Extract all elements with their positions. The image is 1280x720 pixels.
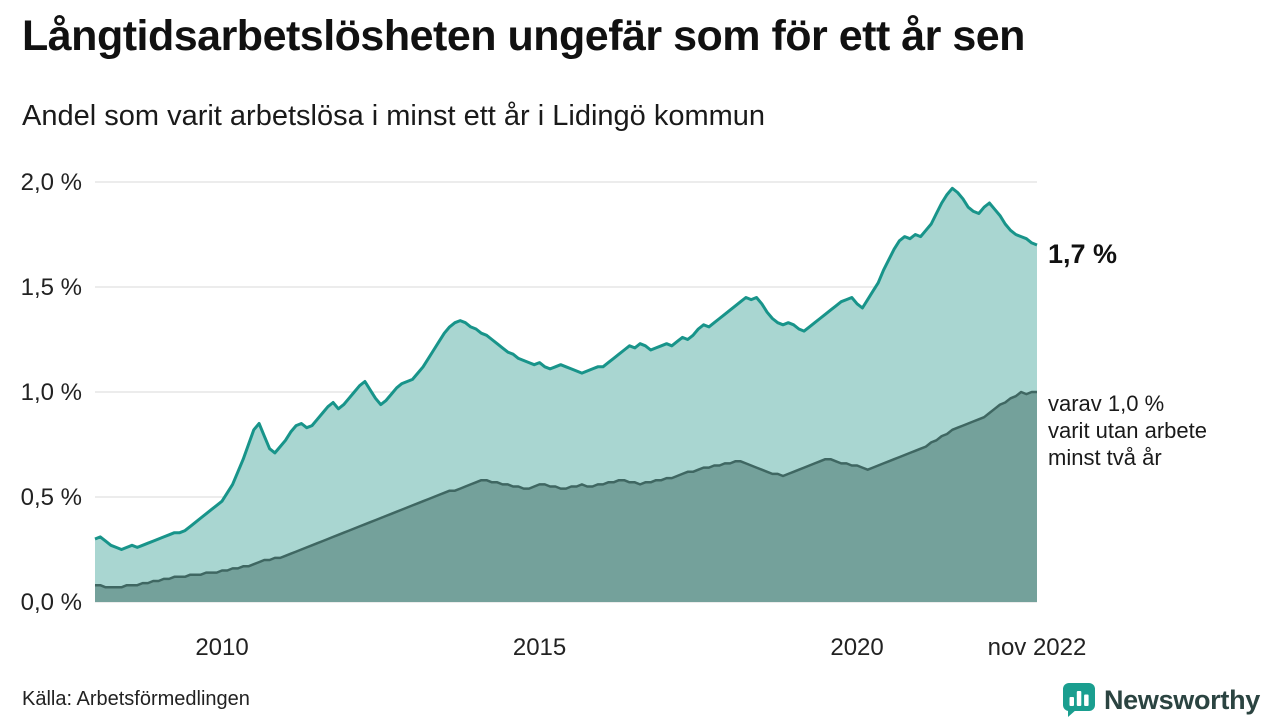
y-axis-tick-label: 1,0 %	[21, 379, 82, 406]
source-attribution: Källa: Arbetsförmedlingen	[22, 688, 250, 710]
area-at-least-two-years	[95, 392, 1037, 602]
end-value-label-two-years: varav 1,0 % varit utan arbete minst två …	[1048, 391, 1207, 470]
y-axis-tick-label: 2,0 %	[21, 169, 82, 196]
x-axis-tick-label: 2015	[513, 634, 566, 661]
page-title: Långtidsarbetslösheten ungefär som för e…	[22, 12, 1025, 60]
x-axis-tick-label: 2020	[830, 634, 883, 661]
end-value-label-total: 1,7 %	[1048, 239, 1118, 269]
y-axis-tick-label: 0,0 %	[21, 589, 82, 616]
line-at-least-two-years	[95, 390, 1037, 589]
line-at-least-one-year	[94, 186, 1038, 551]
x-axis-tick-label: nov 2022	[988, 634, 1087, 661]
unemployment-area-chart: 0,0 % 0,5 % 1,0 % 1,5 % 2,0 % 2010 2015 2020 nov…	[21, 169, 1087, 661]
chart-subtitle: Andel som varit arbetslösa i minst ett å…	[22, 100, 766, 132]
newsworthy-logo: Newsworthy	[1062, 682, 1260, 718]
newsworthy-icon	[1062, 683, 1095, 717]
newsworthy-wordmark: Newsworthy	[1103, 684, 1260, 715]
y-axis-tick-label: 0,5 %	[21, 484, 82, 511]
y-axis-tick-label: 1,5 %	[21, 274, 82, 301]
x-axis-tick-label: 2010	[195, 634, 248, 661]
